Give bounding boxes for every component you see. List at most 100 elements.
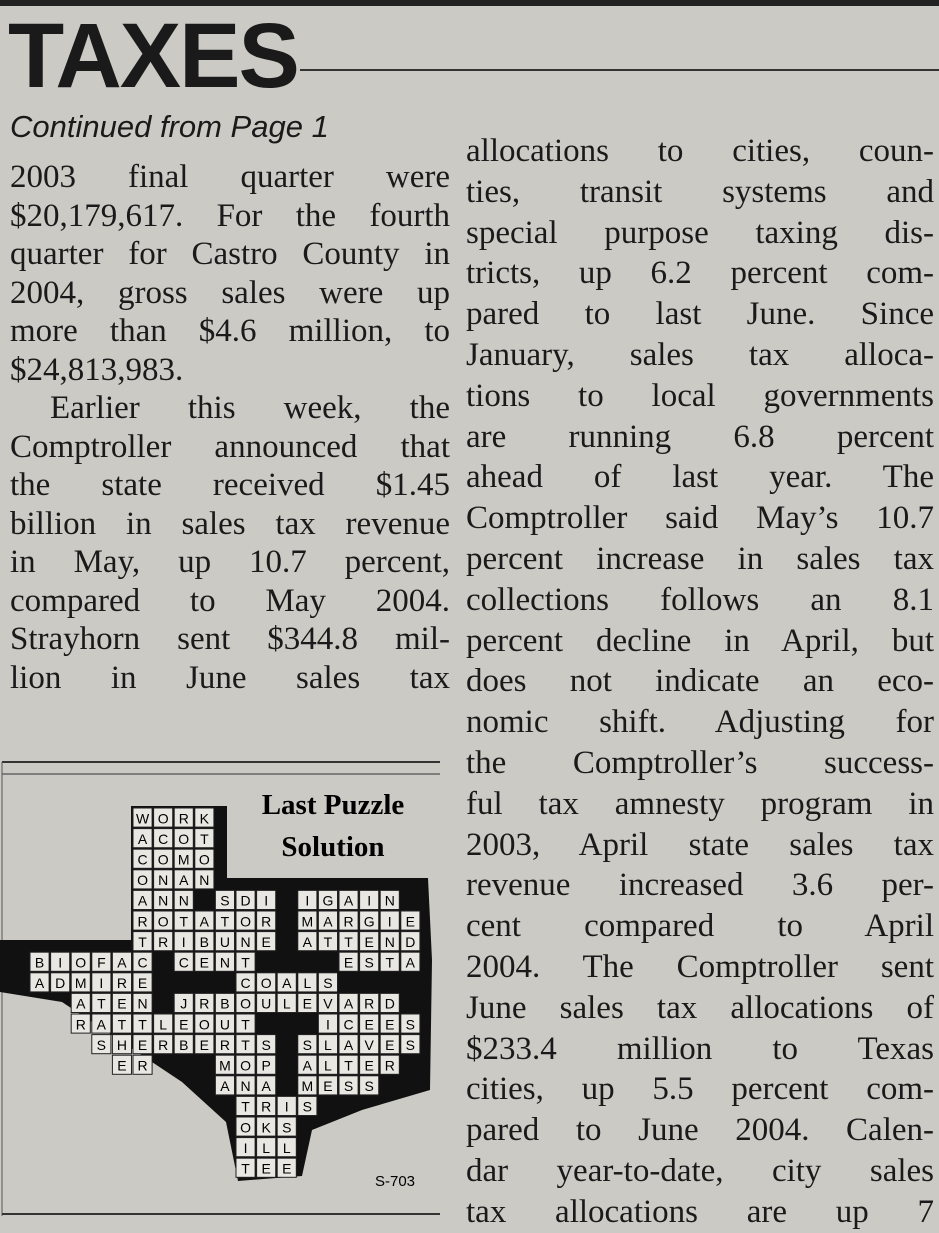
grid-cell	[173, 951, 194, 972]
text-line: June sales tax allocations of	[466, 989, 934, 1026]
grid-letter: U	[220, 1016, 230, 1032]
grid-letter: E	[117, 996, 126, 1012]
grid-letter: H	[117, 1037, 127, 1053]
grid-letter: A	[220, 1078, 230, 1094]
grid-letter: R	[261, 1099, 271, 1115]
text-line: collections follows an 8.1	[466, 581, 934, 618]
grid-letter: O	[240, 913, 251, 929]
grid-letter: N	[220, 955, 230, 971]
grid-cell	[359, 889, 380, 910]
grid-cell	[29, 972, 50, 993]
grid-cell	[194, 1034, 215, 1055]
grid-cell	[91, 1013, 112, 1034]
grid-letter: D	[55, 975, 65, 991]
grid-cell	[256, 1054, 277, 1075]
grid-letter: R	[117, 975, 127, 991]
grid-letter: R	[158, 1037, 168, 1053]
grid-cell	[379, 1034, 400, 1055]
text-line: cent compared to April	[466, 908, 934, 945]
grid-cell	[173, 1034, 194, 1055]
grid-cell	[111, 972, 133, 993]
grid-letter: E	[117, 1058, 126, 1074]
grid-cell	[400, 1013, 421, 1034]
grid-letter: E	[364, 934, 373, 950]
grid-cell	[235, 992, 256, 1013]
grid-letter: T	[241, 1016, 250, 1032]
text-line: Comptroller announced that	[10, 428, 450, 465]
grid-letter: C	[137, 852, 147, 868]
grid-cell	[214, 1013, 235, 1034]
grid-cell	[317, 931, 338, 952]
grid-letter: O	[199, 1016, 210, 1032]
grid-letter: M	[219, 1058, 231, 1074]
grid-cell	[276, 1157, 297, 1178]
grid-cell	[214, 910, 235, 931]
grid-letter: A	[344, 996, 354, 1012]
grid-letter: N	[240, 1078, 250, 1094]
grid-cell	[214, 1054, 235, 1075]
grid-cell	[317, 1013, 338, 1034]
grid-cell	[276, 1095, 297, 1116]
grid-cell	[194, 910, 215, 931]
grid-letter: L	[283, 1140, 291, 1156]
grid-cell	[194, 951, 215, 972]
text-line: Comptroller said May’s 10.7	[466, 500, 934, 537]
text-line: percent decline in April, but	[466, 622, 934, 659]
grid-letter: J	[180, 996, 187, 1012]
text-line: 2003 final quarter were	[10, 159, 450, 195]
grid-cell	[194, 828, 215, 849]
grid-cell	[91, 951, 112, 972]
grid-cell	[256, 992, 277, 1013]
grid-letter: U	[220, 934, 230, 950]
grid-letter: N	[240, 934, 250, 950]
text-line: $24,813,983.	[10, 351, 184, 388]
grid-cell	[256, 1157, 277, 1178]
grid-letter: A	[282, 975, 292, 991]
grid-letter: R	[137, 1058, 147, 1074]
grid-cell	[153, 828, 174, 849]
grid-cell	[194, 848, 215, 869]
grid-letter: L	[324, 1058, 332, 1074]
grid-cell	[153, 910, 174, 931]
grid-cell	[70, 951, 91, 972]
text-line: compared to May 2004.	[10, 582, 450, 619]
grid-letter: A	[261, 1078, 271, 1094]
grid-letter: R	[261, 913, 271, 929]
grid-cell	[317, 910, 338, 931]
text-line: lion in June sales tax	[10, 659, 450, 696]
grid-letter: M	[178, 852, 190, 868]
grid-cell	[235, 1013, 256, 1034]
grid-cell	[111, 992, 133, 1013]
grid-cell	[379, 992, 400, 1013]
text-line: Strayhorn sent $344.8 mil-	[10, 621, 450, 657]
grid-cell	[214, 931, 235, 952]
grid-letter: A	[323, 913, 333, 929]
grid-letter: A	[344, 1037, 354, 1053]
grid-cell	[173, 828, 194, 849]
grid-letter: S	[282, 1119, 291, 1135]
grid-letter: R	[343, 913, 353, 929]
grid-letter: A	[138, 893, 148, 909]
grid-cell	[297, 1034, 318, 1055]
grid-letter: S	[323, 975, 332, 991]
grid-cell	[214, 992, 235, 1013]
grid-cell	[379, 1013, 400, 1034]
grid-letter: D	[385, 996, 395, 1012]
text-line: tricts, up 6.2 percent com-	[466, 255, 934, 292]
grid-letter: S	[97, 1037, 106, 1053]
grid-letter: A	[35, 975, 45, 991]
text-line: in May, up 10.7 percent,	[10, 544, 450, 580]
grid-cell	[359, 1034, 380, 1055]
grid-letter: K	[261, 1119, 271, 1135]
grid-cell	[132, 1034, 153, 1055]
text-line: billion in sales tax revenue	[10, 505, 450, 542]
grid-cell	[91, 1034, 112, 1055]
grid-letter: F	[97, 955, 106, 971]
grid-cell	[153, 1034, 174, 1055]
headline-rule	[300, 69, 939, 71]
grid-letter: O	[240, 1119, 251, 1135]
grid-cell	[338, 889, 359, 910]
grid-letter: A	[303, 934, 313, 950]
grid-cell	[153, 889, 174, 910]
grid-letter: A	[97, 1016, 107, 1032]
